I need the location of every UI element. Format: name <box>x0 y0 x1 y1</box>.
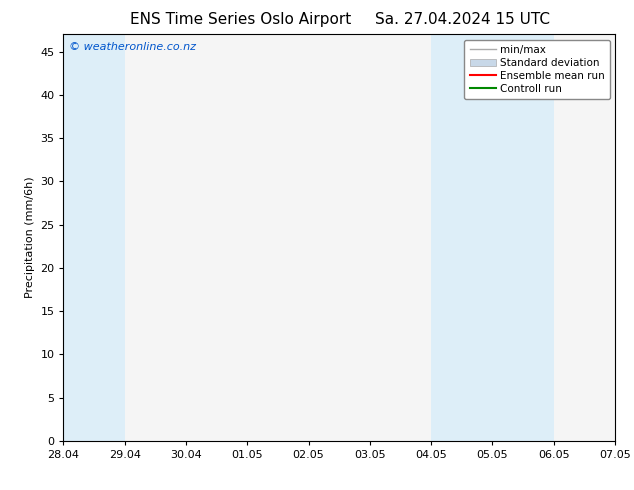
Text: Sa. 27.04.2024 15 UTC: Sa. 27.04.2024 15 UTC <box>375 12 550 27</box>
Legend: min/max, Standard deviation, Ensemble mean run, Controll run: min/max, Standard deviation, Ensemble me… <box>464 40 610 99</box>
Text: ENS Time Series Oslo Airport: ENS Time Series Oslo Airport <box>131 12 351 27</box>
Y-axis label: Precipitation (mm/6h): Precipitation (mm/6h) <box>25 177 35 298</box>
Bar <box>431 34 553 441</box>
Bar <box>615 34 634 441</box>
Bar <box>63 34 125 441</box>
Text: © weatheronline.co.nz: © weatheronline.co.nz <box>69 43 196 52</box>
